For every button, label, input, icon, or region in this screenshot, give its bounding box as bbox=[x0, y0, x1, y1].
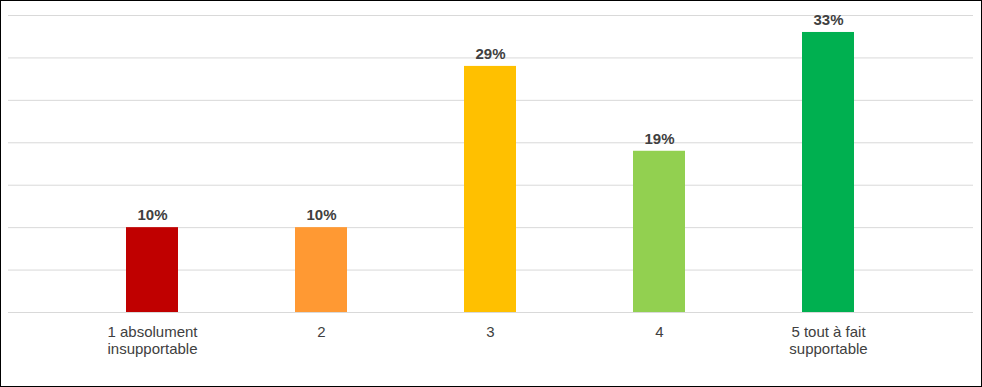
svg-text:33%: 33% bbox=[813, 11, 843, 28]
svg-text:29%: 29% bbox=[475, 45, 505, 62]
svg-text:10%: 10% bbox=[137, 206, 167, 223]
svg-text:5 tout à faitsupportable: 5 tout à faitsupportable bbox=[789, 323, 867, 357]
svg-text:1 absolumentinsupportable: 1 absolumentinsupportable bbox=[107, 323, 198, 357]
svg-text:2: 2 bbox=[317, 323, 325, 340]
svg-text:4: 4 bbox=[655, 323, 663, 340]
svg-text:3: 3 bbox=[486, 323, 494, 340]
svg-text:19%: 19% bbox=[644, 130, 674, 147]
svg-text:10%: 10% bbox=[306, 206, 336, 223]
